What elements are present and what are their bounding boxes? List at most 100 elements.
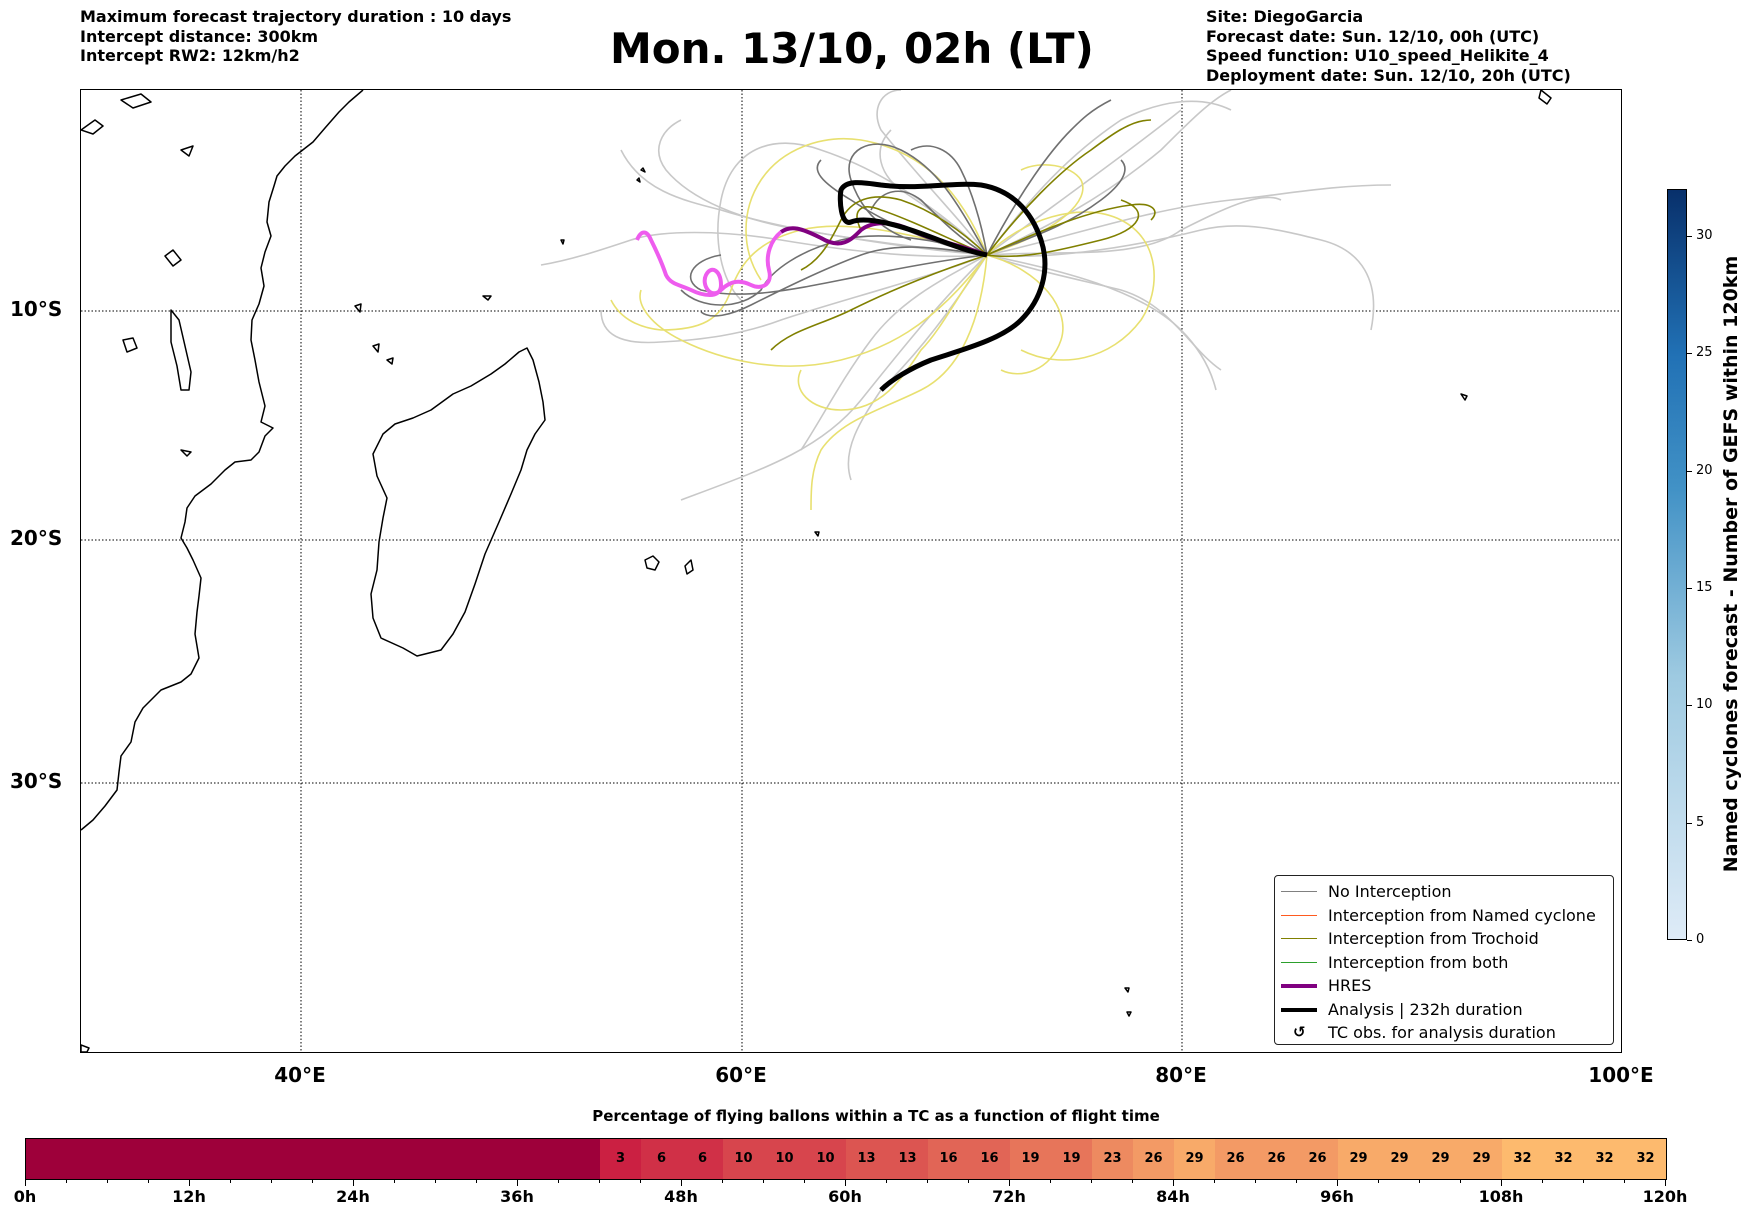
flight-time-cell: 10 — [723, 1139, 764, 1179]
trajectories-grey — [680, 99, 1126, 317]
flight-time-tick — [804, 1180, 805, 1183]
flight-time-tick — [1419, 1180, 1420, 1183]
page-title: Mon. 13/10, 02h (LT) — [610, 24, 1094, 73]
gridlines — [81, 90, 1621, 1052]
flight-time-tick — [1091, 1180, 1092, 1183]
flight-time-bar: 3 6 6 10 10 10 13 13 16 16 19 19 23 26 29 26 26 26 29 29 29 2… — [25, 1138, 1667, 1180]
colorbar-tick — [1687, 705, 1692, 707]
colorbar-tick — [1687, 353, 1692, 355]
flight-time-tick — [968, 1180, 969, 1183]
trajectories-olive — [770, 119, 1156, 351]
legend-item-tc-obs: ↺ TC obs. for analysis duration — [1275, 1021, 1613, 1045]
flight-time-tick — [66, 1180, 67, 1183]
colorbar-tick — [1687, 235, 1692, 237]
legend-label: TC obs. for analysis duration — [1328, 1023, 1556, 1042]
flight-time-tick — [1665, 1180, 1666, 1186]
site-info: Site: DiegoGarcia Forecast date: Sun. 12… — [1206, 7, 1571, 85]
flight-time-tick — [640, 1180, 641, 1183]
flight-time-cells: 3 6 6 10 10 10 13 13 16 16 19 19 23 26 29 26 26 26 29 29 29 2… — [26, 1139, 1666, 1179]
flight-time-tick — [1337, 1180, 1338, 1186]
flight-time-tick — [763, 1180, 764, 1183]
legend-swatch — [1281, 984, 1317, 988]
reunion — [644, 555, 660, 571]
flight-time-tick — [1501, 1180, 1502, 1186]
flight-time-tick — [1009, 1180, 1010, 1186]
flight-time-tick-label: 0h — [13, 1187, 37, 1206]
flight-time-tick — [1542, 1180, 1543, 1183]
flight-time-tick — [230, 1180, 231, 1183]
legend-item-analysis: Analysis | 232h duration — [1275, 998, 1613, 1022]
flight-time-tick — [189, 1180, 190, 1186]
flight-time-tick — [271, 1180, 272, 1183]
flight-time-cell: 26 — [1215, 1139, 1256, 1179]
colorbar-vertical-title: Named cyclones forecast - Number of GEFS… — [1720, 255, 1742, 873]
lat-label-30s: 30°S — [10, 769, 63, 793]
map-svg — [81, 90, 1621, 1052]
flight-time-tick — [845, 1180, 846, 1186]
flight-time-tick — [148, 1180, 149, 1183]
trajectories-yellow — [610, 138, 1155, 511]
flight-time-tick — [517, 1180, 518, 1186]
legend-label: No Interception — [1328, 882, 1452, 901]
colorbar-tick-label: 10 — [1696, 697, 1713, 713]
legend-label: Interception from Named cyclone — [1328, 905, 1596, 925]
flight-time-cell: 26 — [1256, 1139, 1297, 1179]
flight-time-tick — [1214, 1180, 1215, 1183]
flight-time-cell-empty — [26, 1139, 600, 1179]
flight-time-tick — [1050, 1180, 1051, 1183]
colorbar-tick — [1687, 470, 1692, 472]
flight-time-tick — [722, 1180, 723, 1183]
flight-time-cell: 26 — [1133, 1139, 1174, 1179]
legend-label: HRES — [1328, 976, 1372, 995]
legend-label: Analysis | 232h duration — [1328, 999, 1523, 1019]
colorbar-tick-label: 5 — [1696, 814, 1705, 830]
flight-time-tick-label: 72h — [992, 1187, 1026, 1206]
deployment-date-text: Deployment date: Sun. 12/10, 20h (UTC) — [1206, 65, 1571, 85]
flight-time-tick-label: 120h — [1642, 1187, 1688, 1206]
flight-time-tick-label: 24h — [336, 1187, 370, 1206]
flight-time-cell: 32 — [1543, 1139, 1584, 1179]
flight-time-cell: 29 — [1338, 1139, 1379, 1179]
flight-time-cell: 23 — [1092, 1139, 1133, 1179]
flight-time-cell: 10 — [764, 1139, 805, 1179]
lon-label-60e: 60°E — [715, 1063, 767, 1087]
flight-time-tick — [1132, 1180, 1133, 1183]
colorbar-tick — [1687, 822, 1692, 824]
lon-label-100e: 100°E — [1588, 1063, 1654, 1087]
flight-time-tick — [25, 1180, 26, 1186]
trajectories-light — [540, 90, 1392, 501]
flight-time-cell: 19 — [1051, 1139, 1092, 1179]
flight-time-tick-label: 36h — [500, 1187, 534, 1206]
legend-item-trochoid: Interception from Trochoid — [1275, 927, 1613, 951]
flight-time-tick — [1255, 1180, 1256, 1183]
flight-time-cell: 13 — [846, 1139, 887, 1179]
forecast-date-text: Forecast date: Sun. 12/10, 00h (UTC) — [1206, 26, 1540, 46]
flight-time-cell: 32 — [1625, 1139, 1666, 1179]
flight-time-tick-label: 48h — [664, 1187, 698, 1206]
cyclone-symbol-icon: ↺ — [1293, 1023, 1306, 1041]
africa-coast — [81, 90, 364, 831]
colorbar-vertical — [1667, 189, 1687, 940]
legend-swatch — [1281, 1007, 1317, 1012]
flight-time-tick — [435, 1180, 436, 1183]
flight-time-cell: 3 — [600, 1139, 641, 1179]
colorbar-tick-label: 20 — [1696, 462, 1713, 478]
intercept-rw2-text: Intercept RW2: 12km/h2 — [80, 46, 300, 65]
flight-time-tick — [1296, 1180, 1297, 1183]
trajectory-info: Maximum forecast trajectory duration : 1… — [80, 7, 511, 66]
flight-time-cell: 6 — [641, 1139, 682, 1179]
flight-time-tick — [1173, 1180, 1174, 1186]
legend-label: Interception from both — [1328, 952, 1509, 972]
flight-time-tick — [927, 1180, 928, 1183]
flight-time-tick — [353, 1180, 354, 1186]
flight-time-cell: 32 — [1584, 1139, 1625, 1179]
colorbar-tick-label: 30 — [1696, 227, 1713, 243]
flight-time-tick — [476, 1180, 477, 1183]
legend-swatch — [1281, 891, 1317, 892]
map-panel[interactable] — [80, 89, 1622, 1053]
colorbar-tick — [1687, 587, 1692, 589]
site-text: Site: DiegoGarcia — [1206, 7, 1364, 26]
coastlines — [81, 90, 1552, 1052]
map-legend: No Interception Interception from Named … — [1274, 875, 1614, 1045]
colorbar-tick-label: 0 — [1696, 932, 1705, 947]
